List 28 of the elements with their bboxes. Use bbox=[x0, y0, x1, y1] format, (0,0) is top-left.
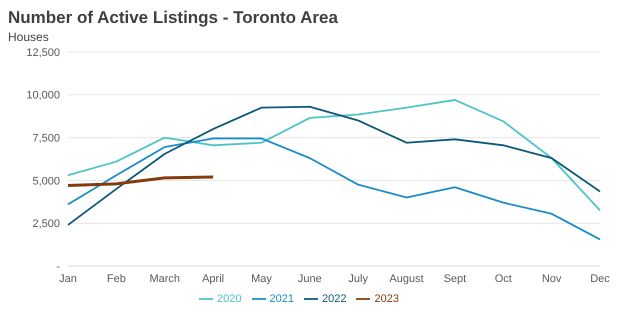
x-tick-label: June bbox=[298, 272, 322, 285]
legend-label: 2023 bbox=[374, 292, 399, 305]
x-tick-label: Nov bbox=[542, 272, 562, 285]
chart-title: Number of Active Listings - Toronto Area bbox=[8, 8, 339, 28]
x-tick-label: Feb bbox=[106, 272, 126, 285]
line-series bbox=[66, 175, 215, 188]
x-tick-label: Dec bbox=[590, 272, 610, 285]
x-tick-label: July bbox=[348, 272, 368, 285]
line-series bbox=[67, 138, 601, 240]
y-tick-label: 2,500 bbox=[32, 218, 60, 230]
x-tick-label: May bbox=[251, 272, 272, 285]
y-tick-label: - bbox=[56, 260, 60, 273]
x-tick-label: March bbox=[149, 272, 180, 285]
line-series bbox=[67, 106, 601, 226]
x-tick-label: Jan bbox=[59, 272, 77, 285]
y-tick-label: 12,500 bbox=[26, 46, 60, 59]
x-tick-label: April bbox=[202, 272, 224, 285]
legend-label: 2020 bbox=[217, 292, 242, 305]
chart-subtitle: Houses bbox=[8, 30, 50, 44]
legend-label: 2022 bbox=[322, 292, 346, 305]
x-tick-label: Oct bbox=[494, 272, 512, 285]
line-series bbox=[67, 99, 601, 212]
y-tick-label: 7,500 bbox=[32, 132, 60, 145]
legend-label: 2021 bbox=[270, 292, 294, 305]
x-tick-label: Sept bbox=[444, 272, 466, 285]
y-tick-label: 10,000 bbox=[26, 90, 60, 102]
x-tick-label: August bbox=[389, 272, 424, 285]
y-tick-label: 5,000 bbox=[32, 175, 60, 188]
